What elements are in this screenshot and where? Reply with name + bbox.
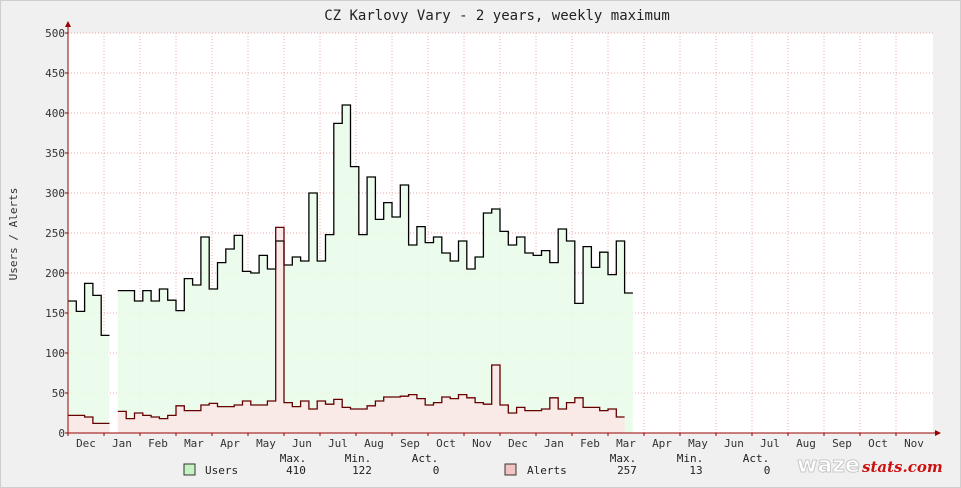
y-tick-label: 100	[45, 347, 65, 360]
y-tick-label: 150	[45, 307, 65, 320]
x-tick-label: Nov	[472, 437, 492, 450]
chart-title: CZ Karlovy Vary - 2 years, weekly maximu…	[324, 8, 670, 24]
x-tick-label: Dec	[508, 437, 528, 450]
wazestats-logo: waze stats.com	[797, 453, 943, 479]
legend-min-header-alerts: Min.	[677, 452, 704, 465]
x-tick-label: Jul	[760, 437, 780, 450]
line-users	[117, 104, 633, 312]
logo-waze-text: waze	[797, 453, 860, 478]
line-alerts	[68, 414, 110, 425]
x-tick-label: Oct	[868, 437, 888, 450]
x-tick-label: Feb	[580, 437, 600, 450]
area-users	[68, 283, 110, 433]
y-tick-label: 400	[45, 107, 65, 120]
series-areas	[68, 105, 633, 433]
line-alerts	[117, 226, 625, 420]
y-axis-arrow	[65, 21, 71, 27]
series-lines	[68, 104, 633, 425]
y-tick-label: 450	[45, 67, 65, 80]
y-tick-label: 500	[45, 27, 65, 40]
x-tick-label: May	[688, 437, 708, 450]
y-tick-label: 0	[58, 427, 65, 440]
x-tick-label: Oct	[436, 437, 456, 450]
legend-users-max: 410	[286, 464, 306, 477]
legend-alerts-act: 0	[764, 464, 771, 477]
x-tick-label: Jul	[328, 437, 348, 450]
x-tick-label: Jun	[292, 437, 312, 450]
y-tick-label: 200	[45, 267, 65, 280]
legend-max-header-users: Max.	[280, 452, 307, 465]
legend-swatch-alerts	[504, 463, 517, 476]
x-axis-arrow	[935, 430, 941, 436]
y-axis-label: Users / Alerts	[7, 188, 20, 281]
legend-act-header-users: Act.	[412, 452, 439, 465]
legend-label-alerts: Alerts	[527, 464, 567, 477]
x-tick-label: Jan	[544, 437, 564, 450]
x-tick-label: Apr	[220, 437, 240, 450]
legend-alerts-min: 13	[689, 464, 702, 477]
area-alerts	[68, 415, 110, 433]
y-tick-label: 250	[45, 227, 65, 240]
x-tick-label: Mar	[616, 437, 636, 450]
x-tick-label: Mar	[184, 437, 204, 450]
legend-users-min: 122	[352, 464, 372, 477]
legend-alerts-max: 257	[617, 464, 637, 477]
legend: Max. Min. Act. Max. Min. Act. Users 410 …	[183, 452, 771, 477]
line-users	[68, 282, 110, 337]
x-tick-label: Sep	[832, 437, 852, 450]
x-tick-label: Dec	[76, 437, 96, 450]
y-tick-label: 50	[52, 387, 65, 400]
x-tick-label: Jan	[112, 437, 132, 450]
legend-swatch-users	[183, 463, 196, 476]
x-tick-label: May	[256, 437, 276, 450]
x-tick-label: Apr	[652, 437, 672, 450]
x-tick-labels: Dec Jan Feb Mar Apr May Jun Jul Aug Sep Oct Nov Dec J…	[76, 437, 924, 450]
x-tick-label: Aug	[796, 437, 816, 450]
x-tick-label: Jun	[724, 437, 744, 450]
x-tick-label: Aug	[364, 437, 384, 450]
x-tick-label: Sep	[400, 437, 420, 450]
area-users	[117, 105, 633, 433]
y-tick-label: 350	[45, 147, 65, 160]
legend-users-act: 0	[433, 464, 440, 477]
x-tick-label: Nov	[904, 437, 924, 450]
logo-stats-text: stats.com	[862, 458, 943, 476]
legend-act-header-alerts: Act.	[743, 452, 770, 465]
legend-max-header-alerts: Max.	[610, 452, 637, 465]
legend-label-users: Users	[205, 464, 238, 477]
area-alerts	[117, 227, 625, 433]
y-tick-labels: 0 50 100 150 200 250 300 350 400 450 500	[45, 27, 65, 440]
axes	[65, 21, 941, 436]
y-tick-label: 300	[45, 187, 65, 200]
legend-min-header-users: Min.	[345, 452, 372, 465]
x-tick-label: Feb	[148, 437, 168, 450]
